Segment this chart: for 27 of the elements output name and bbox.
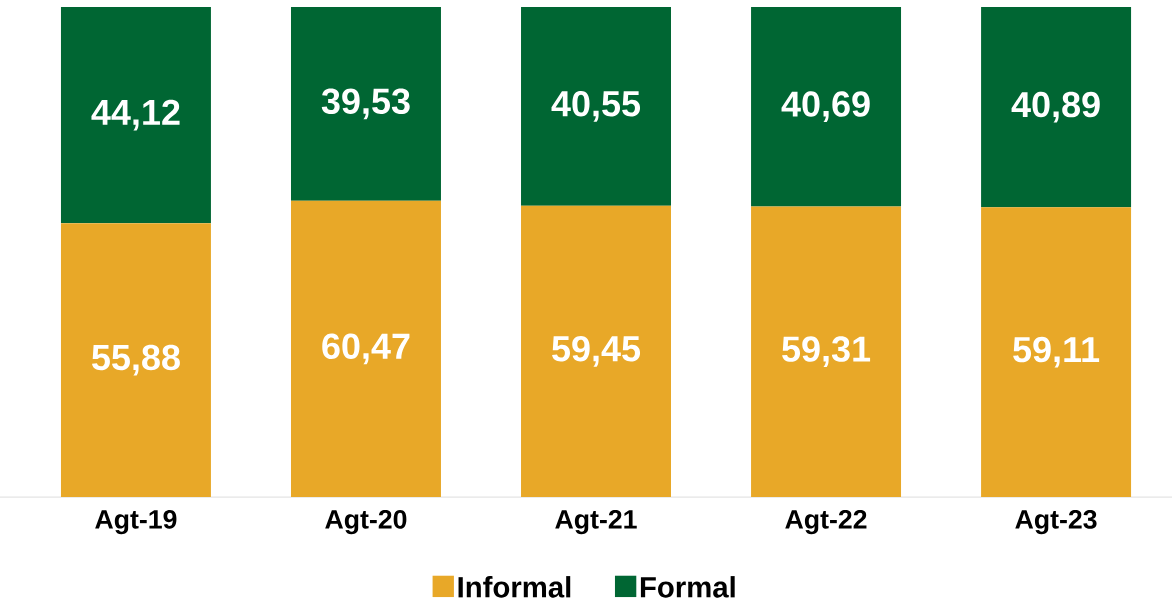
data-label: 59,31: [782, 336, 871, 368]
legend-label: Informal: [458, 576, 571, 598]
bar: [751, 206, 902, 497]
bar: [521, 7, 671, 206]
data-label: 39,53: [321, 88, 410, 120]
data-label: 44,12: [91, 99, 180, 131]
data-label: 60,47: [322, 333, 410, 365]
data-label: 59,11: [1013, 336, 1100, 368]
bar: [981, 7, 1132, 208]
data-label: 59,45: [552, 335, 641, 367]
bar: [60, 223, 211, 497]
bar: [981, 207, 1132, 497]
x-tick-label: Agt-22: [785, 509, 867, 535]
x-tick-label: Agt-19: [95, 509, 177, 535]
data-label: 40,89: [1011, 91, 1100, 123]
bar: [60, 7, 211, 224]
legend-label: Formal: [640, 576, 735, 598]
x-tick-label: Agt-21: [555, 509, 637, 535]
bar: [521, 205, 671, 497]
data-label: 40,69: [781, 91, 870, 123]
data-label: 40,55: [551, 90, 641, 122]
bar: [751, 7, 902, 207]
x-tick-label: Agt-20: [325, 509, 407, 535]
data-label: 55,88: [92, 344, 180, 376]
x-tick-label: Agt-23: [1015, 509, 1097, 535]
bar: [290, 7, 441, 201]
bar: [290, 200, 441, 497]
